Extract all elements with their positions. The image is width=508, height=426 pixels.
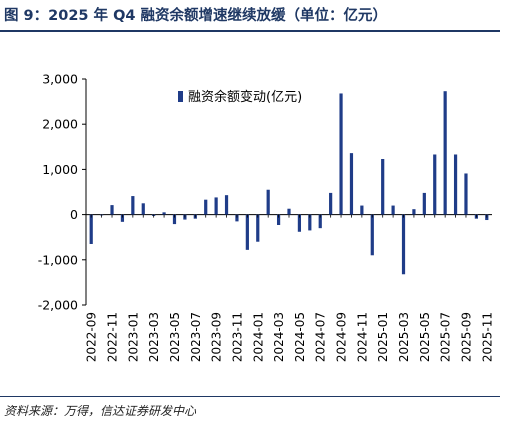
bar-2024-11 (360, 205, 364, 215)
x-tick-label: 2024-03 (272, 312, 286, 362)
bar-2023-12 (245, 214, 249, 250)
bar-2025-07 (443, 91, 447, 215)
bar-2023-08 (204, 199, 208, 215)
bar-2022-11 (110, 205, 114, 215)
bar-2024-01 (256, 214, 260, 242)
bar-2023-09 (214, 197, 218, 215)
figure-title: 图 9：2025 年 Q4 融资余额增速继续放缓（单位：亿元） (4, 8, 388, 24)
bar-2023-10 (224, 195, 229, 215)
bar-2024-09 (339, 93, 343, 215)
x-tick-label: 2024-01 (251, 312, 265, 362)
bar-2025-05 (422, 192, 426, 215)
x-tick-label: 2024-05 (293, 312, 307, 362)
x-tick-label: 2023-01 (126, 312, 140, 362)
bar-2024-06 (308, 214, 312, 231)
x-tick-label: 2022-09 (85, 312, 99, 362)
x-tick-label: 2025-07 (439, 312, 453, 362)
x-tick-label: 2023-11 (230, 312, 244, 362)
bar-2024-10 (349, 153, 354, 215)
bar-2024-07 (318, 214, 322, 229)
bar-2022-12 (120, 214, 125, 222)
bar-chart: 3,000 2,000 1,000 0 -1,000 -2,000 2022-09 2022-… (38, 72, 495, 363)
bar-2025-03 (401, 214, 406, 275)
y-tick-label: 1,000 (42, 162, 78, 177)
y-tick-label: 3,000 (42, 72, 78, 87)
bar-2024-08 (329, 192, 333, 215)
x-tick-label: 2025-05 (418, 312, 432, 362)
y-tick-label: -1,000 (38, 252, 78, 267)
bar-2022-09 (89, 214, 93, 244)
bar-2025-09 (464, 173, 468, 215)
bar-2024-02 (266, 189, 270, 215)
x-tick-label: 2023-09 (210, 312, 224, 362)
x-tick-label: 2025-01 (376, 312, 390, 362)
y-tick-label: 0 (70, 207, 78, 222)
bar-2025-04 (412, 209, 416, 215)
x-tick-label: 2024-11 (355, 312, 369, 362)
footer-rule (0, 396, 500, 397)
legend-swatch (178, 91, 183, 102)
bar-2023-11 (235, 214, 239, 222)
title-rule (0, 30, 500, 32)
bar-2025-08 (453, 154, 458, 215)
y-tick-label: 2,000 (42, 117, 78, 132)
y-tick-label: -2,000 (38, 298, 78, 313)
bar-2024-05 (297, 214, 302, 232)
x-tick-label: 2023-07 (189, 312, 203, 362)
bar-2025-06 (433, 154, 437, 215)
bar-2023-01 (131, 196, 135, 215)
x-tick-label: 2024-09 (335, 312, 349, 362)
x-tick-label: 2024-07 (314, 312, 328, 362)
x-tick-label: 2023-03 (147, 312, 161, 362)
bar-2023-05 (172, 214, 177, 225)
bar-2023-04 (162, 212, 166, 215)
bar-2023-02 (141, 203, 145, 215)
x-tick-label: 2025-11 (480, 312, 494, 362)
legend-label: 融资余额变动(亿元) (188, 89, 302, 105)
x-tick-label: 2023-05 (168, 312, 182, 362)
bar-2025-01 (381, 159, 385, 215)
x-tick-label: 2022-11 (106, 312, 120, 362)
x-tick-label: 2025-03 (397, 312, 411, 362)
x-tick-label: 2025-09 (459, 312, 473, 362)
bar-2024-03 (276, 214, 281, 225)
bar-2025-02 (391, 205, 395, 215)
source-note: 资料来源：万得，信达证券研发中心 (4, 404, 197, 418)
bar-2024-12 (370, 214, 374, 256)
bar-2024-04 (287, 208, 291, 215)
